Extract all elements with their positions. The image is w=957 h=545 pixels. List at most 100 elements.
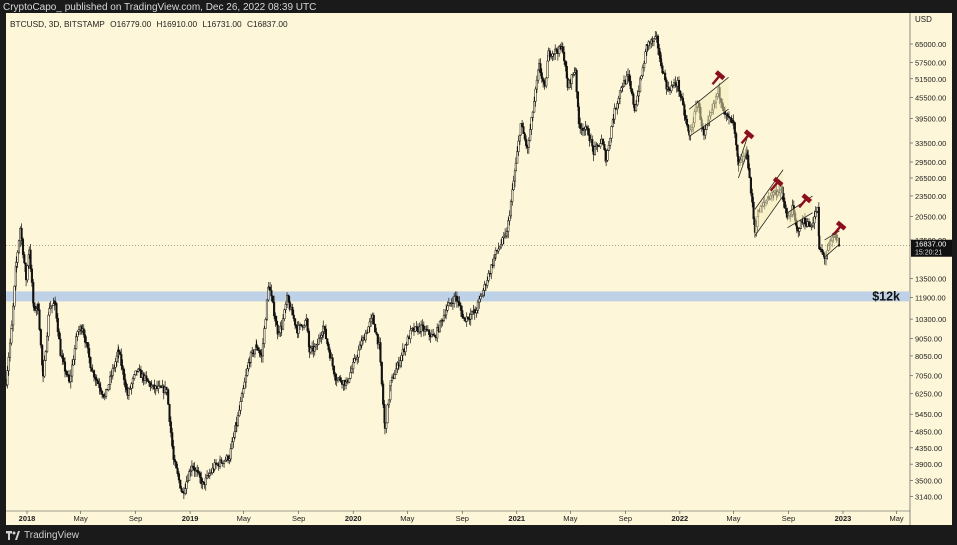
candle-body — [379, 342, 382, 363]
candle-body — [232, 437, 235, 442]
symbol-name: BTCUSD, 3D, BITSTAMP — [10, 19, 105, 29]
candle-body — [674, 82, 677, 86]
candle-body — [459, 305, 462, 311]
x-tick-label: Sep — [292, 514, 305, 523]
y-tick-label: 57500.00 — [915, 58, 946, 67]
candle-body — [88, 348, 91, 358]
candle-body — [587, 127, 590, 136]
y-tick-label: 20500.00 — [915, 212, 946, 221]
candle-body — [617, 98, 620, 104]
candle-body — [609, 137, 612, 146]
candle-body — [92, 370, 96, 378]
price-badge-value: 16837.00 — [915, 240, 946, 249]
y-tick-label: 4850.00 — [915, 428, 942, 437]
candle-body — [818, 235, 821, 250]
candle-body — [291, 306, 294, 316]
candle-body — [172, 446, 175, 460]
candle-body — [84, 334, 87, 343]
candle-body — [324, 328, 328, 339]
candle-body — [121, 365, 124, 370]
x-tick-label: May — [890, 514, 904, 523]
candle-body — [546, 60, 549, 79]
candle-body — [350, 368, 353, 373]
candle-body — [63, 361, 67, 372]
candle-body — [73, 348, 76, 360]
y-tick-label: 65000.00 — [915, 40, 946, 49]
candle-body — [292, 314, 295, 319]
candle-body — [516, 151, 519, 164]
candle-body — [97, 380, 100, 384]
x-tick-label: Sep — [456, 514, 469, 523]
y-tick-label: 3500.00 — [915, 476, 942, 485]
candle-body — [90, 367, 93, 372]
candle-body — [628, 74, 631, 82]
candle-body — [4, 384, 8, 386]
candle-body — [705, 124, 708, 130]
candle-body — [246, 368, 249, 376]
candle-body — [527, 140, 530, 148]
candle-body — [380, 361, 383, 385]
candle-body — [501, 237, 504, 245]
candle-body — [631, 88, 634, 95]
footer: TradingView — [6, 529, 79, 542]
ohlc-high: H16910.00 — [156, 19, 198, 29]
candle-body — [49, 306, 52, 309]
candle-body — [331, 357, 334, 367]
candle-body — [822, 251, 825, 255]
candle-body — [236, 415, 239, 426]
candle-body — [95, 378, 98, 381]
candle-body — [389, 380, 392, 386]
candle-body — [583, 129, 586, 131]
candle-body — [39, 329, 42, 346]
candle-body — [436, 327, 439, 339]
price-badge-countdown: 15:20:21 — [915, 250, 942, 257]
candle-body — [326, 338, 329, 345]
candle-body — [735, 133, 738, 146]
candle-body — [224, 459, 227, 462]
candle-body — [514, 162, 517, 172]
candle-body — [186, 480, 189, 483]
candle-body — [552, 53, 555, 55]
candle-body — [479, 296, 482, 300]
candle-body — [599, 143, 602, 147]
candle-body — [38, 309, 41, 330]
plot-area — [6, 13, 910, 511]
candle-body — [105, 388, 108, 397]
x-tick-label: 2020 — [345, 514, 362, 523]
candle-body — [782, 192, 785, 202]
channel-fill-5 — [824, 230, 840, 258]
candle-body — [185, 481, 188, 489]
candle-body — [277, 332, 281, 335]
candle-body — [420, 324, 423, 332]
candle-body — [131, 378, 134, 385]
candle-body — [795, 225, 798, 229]
candle-body — [616, 103, 619, 110]
candle-body — [545, 77, 548, 87]
candle-body — [446, 305, 449, 311]
candle-body — [264, 319, 267, 329]
hammer-icon-4 — [798, 193, 813, 209]
channel-lower-3 — [754, 195, 784, 236]
candle-body — [50, 305, 54, 308]
candle-body — [335, 379, 338, 381]
candle-body — [445, 310, 448, 316]
candle-body — [10, 328, 13, 344]
y-tick-label: 3900.00 — [915, 460, 942, 469]
candle-body — [111, 368, 114, 376]
candle-body — [422, 325, 425, 332]
candle-body — [588, 134, 591, 142]
candle-body — [517, 140, 520, 152]
candle-body — [149, 382, 152, 388]
y-tick-label: 33500.00 — [915, 139, 946, 148]
candle-body — [109, 376, 112, 385]
candle-body — [313, 346, 316, 352]
candle-body — [487, 273, 490, 281]
candle-body — [33, 305, 37, 311]
candle-body — [677, 80, 681, 92]
candle-body — [726, 113, 729, 117]
candle-body — [639, 78, 642, 92]
candle-body — [570, 74, 573, 84]
candle-body — [202, 481, 205, 483]
